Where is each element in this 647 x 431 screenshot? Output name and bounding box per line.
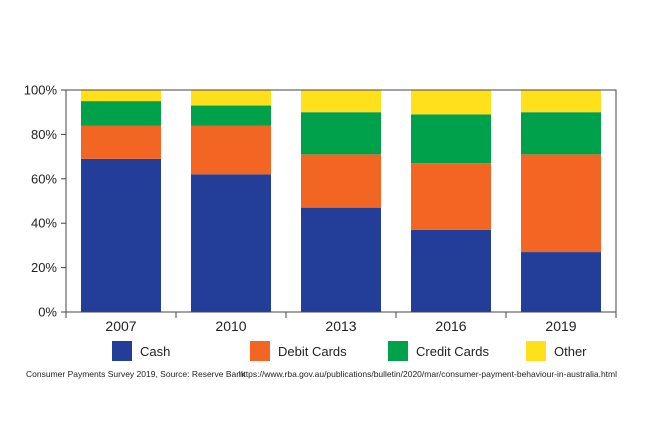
y-tick-label: 60% — [31, 171, 57, 186]
bar-other-2016 — [411, 90, 491, 115]
y-tick-label: 40% — [31, 216, 57, 231]
source-url[interactable]: https://www.rba.gov.au/publications/bull… — [238, 369, 617, 379]
y-tick-label: 100% — [24, 83, 58, 98]
y-tick-label: 20% — [31, 260, 57, 275]
legend-item-debit-cards: Debit Cards — [250, 341, 347, 361]
legend-label: Credit Cards — [416, 344, 489, 359]
legend-item-other: Other — [526, 341, 587, 361]
bar-cash-2007 — [81, 158, 161, 312]
x-tick-label: 2013 — [325, 318, 356, 334]
bar-other-2010 — [191, 90, 271, 106]
x-tick-label: 2019 — [545, 318, 576, 334]
bar-credit-cards-2010 — [191, 105, 271, 126]
x-axis: 2007 2010 2013 2016 2019 — [65, 312, 617, 334]
legend-swatch — [388, 341, 408, 361]
bar-credit-cards-2019 — [521, 112, 601, 155]
bar-cash-2013 — [301, 207, 381, 312]
legend-item-credit-cards: Credit Cards — [388, 341, 489, 361]
legend-label: Cash — [140, 344, 170, 359]
y-tick-label: 80% — [31, 127, 57, 142]
bar-other-2019 — [521, 90, 601, 113]
legend-swatch — [112, 341, 132, 361]
x-tick-label: 2016 — [435, 318, 466, 334]
bar-debit-cards-2016 — [411, 163, 491, 230]
plot-frame — [65, 89, 617, 313]
y-axis: 0% 20% 40% 60% 80% 100% — [24, 83, 66, 320]
source-note: Consumer Payments Survey 2019, Source: R… — [26, 369, 246, 379]
plot-area — [65, 89, 617, 313]
bar-other-2007 — [81, 90, 161, 102]
legend-label: Debit Cards — [278, 344, 347, 359]
bar-cash-2016 — [411, 229, 491, 312]
bar-debit-cards-2019 — [521, 154, 601, 253]
bar-debit-cards-2007 — [81, 125, 161, 159]
y-tick-label: 0% — [38, 305, 57, 320]
legend-item-cash: Cash — [112, 341, 170, 361]
x-tick-label: 2010 — [215, 318, 246, 334]
bar-credit-cards-2007 — [81, 101, 161, 126]
legend-swatch — [526, 341, 546, 361]
bar-cash-2010 — [191, 174, 271, 312]
bar-other-2013 — [301, 90, 381, 113]
x-tick-label: 2007 — [105, 318, 136, 334]
bar-credit-cards-2013 — [301, 112, 381, 155]
bar-credit-cards-2016 — [411, 114, 491, 164]
bar-debit-cards-2013 — [301, 154, 381, 208]
legend-label: Other — [554, 344, 587, 359]
bar-cash-2019 — [521, 252, 601, 312]
legend-swatch — [250, 341, 270, 361]
legend: Cash Debit Cards Credit Cards Other — [112, 341, 587, 361]
bar-debit-cards-2010 — [191, 125, 271, 175]
